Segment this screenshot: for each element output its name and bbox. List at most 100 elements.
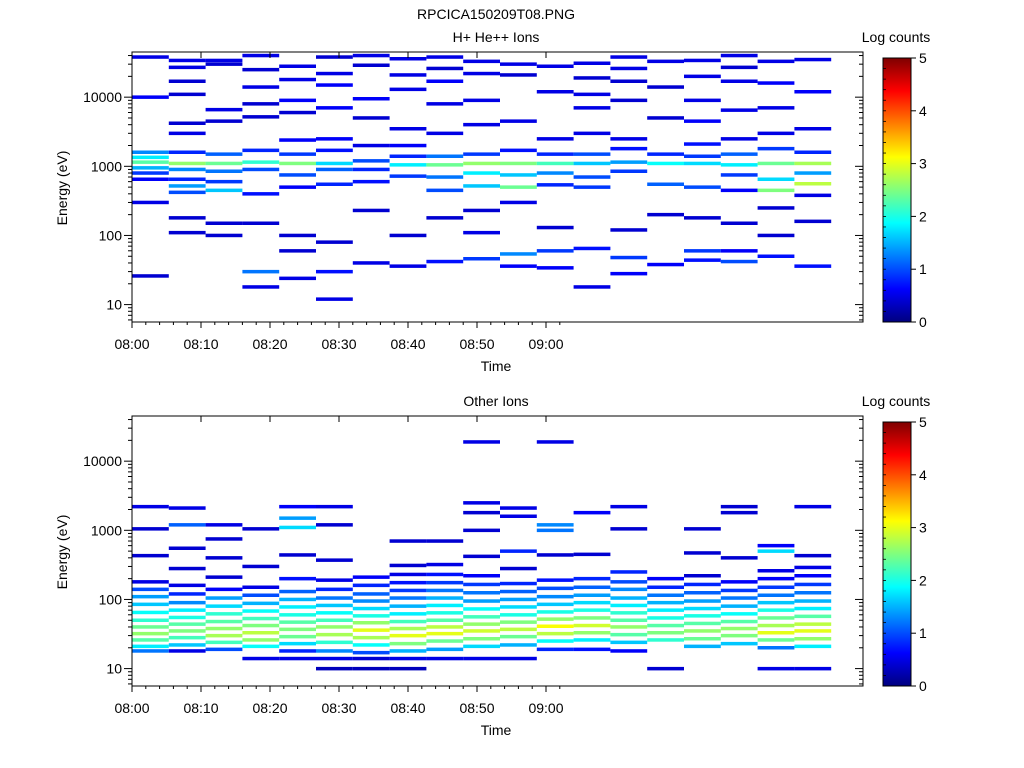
heatmap-bin	[794, 182, 832, 186]
heatmap-bin	[242, 167, 280, 172]
heatmap-bin	[168, 592, 206, 596]
heatmap-bin	[500, 252, 537, 256]
heatmap-bin	[132, 580, 169, 584]
heatmap-bin	[757, 254, 795, 258]
heatmap-bin	[279, 627, 316, 632]
heatmap-bin	[794, 591, 832, 595]
heatmap-bin	[242, 609, 280, 613]
heatmap-bin	[242, 616, 280, 621]
heatmap-bin	[316, 666, 353, 671]
heatmap-bin	[757, 206, 795, 210]
heatmap-bin	[573, 61, 611, 65]
heatmap-bin	[352, 167, 390, 172]
heatmap-bin	[279, 249, 316, 253]
heatmap-bin	[132, 171, 169, 175]
heatmap-bin	[426, 656, 464, 661]
heatmap-bin	[573, 285, 611, 289]
heatmap-bin	[168, 121, 206, 125]
heatmap-bin	[316, 269, 353, 274]
heatmap-bin	[352, 643, 390, 647]
heatmap-bin	[426, 175, 464, 179]
heatmap-bin	[279, 185, 316, 189]
heatmap-bin	[684, 258, 721, 262]
heatmap-bin	[279, 138, 316, 142]
heatmap-bin	[168, 150, 206, 154]
x-axis-label: Time	[481, 722, 512, 738]
heatmap-bin	[205, 58, 243, 63]
heatmap-bin	[794, 582, 832, 587]
heatmap-bin	[316, 611, 353, 615]
colorbar: Log counts 0 1 2 3 4 5	[862, 393, 931, 694]
heatmap-bin	[316, 182, 353, 186]
heatmap-bin	[610, 98, 648, 103]
heatmap-bin	[794, 150, 832, 154]
heatmap-bin	[463, 184, 500, 188]
heatmap-bin	[132, 504, 169, 509]
heatmap-bin	[168, 635, 206, 640]
heatmap-bin	[610, 527, 648, 531]
heatmap-bin	[132, 618, 169, 622]
heatmap-bin	[279, 613, 316, 617]
y-ticks: 10 100 1000 10000	[83, 55, 863, 321]
heatmap-bins	[132, 440, 832, 671]
heatmap-bin	[573, 161, 611, 166]
colorbar-tick-label: 3	[919, 156, 927, 172]
heatmap-bin	[536, 617, 574, 621]
heatmap-bin	[720, 188, 758, 193]
heatmap-bin	[205, 523, 243, 527]
heatmap-bin	[794, 57, 832, 62]
heatmap-bin	[426, 647, 464, 652]
heatmap-bin	[168, 615, 206, 620]
heatmap-bin	[573, 585, 611, 589]
heatmap-bin	[352, 53, 390, 58]
heatmap-bin	[279, 516, 316, 520]
heatmap-bin	[352, 666, 390, 671]
heatmap-bin	[500, 643, 537, 647]
colorbar-tick-label: 3	[919, 520, 927, 536]
heatmap-bin	[426, 596, 464, 600]
colorbar-ticks: 0 1 2 3 4 5	[883, 50, 927, 330]
heatmap-bin	[684, 98, 721, 103]
heatmap-bins	[132, 53, 832, 301]
x-tick-label: 08:20	[252, 700, 287, 716]
heatmap-bin	[463, 574, 500, 578]
heatmap-bin	[316, 578, 353, 582]
heatmap-bin	[352, 583, 390, 588]
heatmap-bin	[610, 580, 648, 584]
heatmap-bin	[205, 188, 243, 193]
heatmap-bin	[536, 64, 574, 68]
heatmap-bin	[647, 666, 684, 671]
heatmap-bin	[463, 59, 500, 64]
x-tick-label: 08:40	[390, 700, 425, 716]
heatmap-bin	[205, 556, 243, 560]
heatmap-bin	[463, 152, 500, 156]
heatmap-bin	[132, 177, 169, 181]
heatmap-bin	[352, 97, 390, 101]
heatmap-bin	[647, 152, 684, 156]
heatmap-bin	[168, 92, 206, 97]
heatmap-bin	[684, 216, 721, 220]
heatmap-bin	[132, 95, 169, 99]
heatmap-bin	[610, 640, 648, 645]
heatmap-bin	[757, 666, 795, 671]
heatmap-bin	[500, 62, 537, 66]
heatmap-bin	[500, 634, 537, 639]
x-tick-label: 08:50	[459, 336, 494, 352]
heatmap-bin	[573, 616, 611, 620]
heatmap-bin	[352, 606, 390, 611]
heatmap-bin	[610, 271, 648, 276]
heatmap-bin	[279, 641, 316, 646]
x-tick-label: 08:30	[321, 700, 356, 716]
heatmap-bin	[389, 572, 427, 577]
colorbar-tick-label: 2	[919, 208, 927, 224]
heatmap-bin	[536, 152, 574, 156]
heatmap-bin	[352, 635, 390, 640]
heatmap-bin	[720, 604, 758, 608]
heatmap-bin	[205, 596, 243, 600]
heatmap-bin	[794, 553, 832, 558]
figure-title: RPCICA150209T08.PNG	[417, 6, 575, 22]
heatmap-bin	[352, 614, 390, 618]
x-tick-label: 08:30	[321, 336, 356, 352]
heatmap-bin	[279, 110, 316, 115]
heatmap-bin	[389, 539, 427, 543]
